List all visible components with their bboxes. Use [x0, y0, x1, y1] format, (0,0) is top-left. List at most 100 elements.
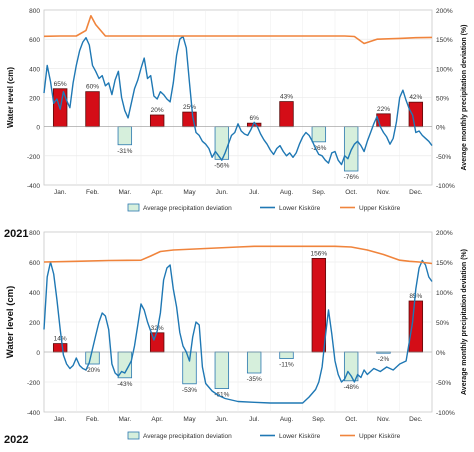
legend-swatch-precipitation: [127, 431, 140, 440]
x-tick-label: Sep.: [312, 416, 326, 423]
bar-data-label: 14%: [54, 336, 67, 343]
bar-data-label: -61%: [214, 392, 229, 399]
y-tick-right-label: -50%: [436, 154, 451, 161]
chart-panel-2022: 800 600 400 200 0 -200 -400 200% 150% 100% 50% 0% -5…: [5, 230, 468, 440]
bar-data-label: -56%: [214, 162, 229, 169]
y-axis-left-title: Water level (cm): [5, 286, 16, 359]
legend: Average precipitation deviation Lower Kis…: [127, 431, 401, 440]
x-tick-label: Oct.: [345, 189, 357, 196]
x-tick-label: Mar.: [119, 189, 132, 196]
x-tick-label: Apr.: [151, 189, 163, 196]
y-tick-left-label: 0: [36, 350, 40, 357]
x-tick-label: Aug.: [280, 189, 294, 196]
bar-sep: [311, 126, 327, 143]
y-tick-right-label: 200%: [436, 8, 453, 15]
y-tick-left-label: 400: [29, 66, 40, 73]
y-tick-right-label: 150%: [436, 260, 453, 267]
y-tick-left-label: -400: [27, 183, 40, 190]
x-tick-label: Aug.: [280, 416, 294, 423]
bar-data-label: -48%: [344, 384, 359, 391]
series-upper-kiskore-line: [43, 15, 433, 45]
bar-data-label: 20%: [151, 107, 164, 114]
legend-label: Lower Kisköre: [279, 433, 321, 440]
x-tick-label: Feb.: [86, 416, 99, 423]
bar-data-label: -11%: [279, 362, 294, 369]
bar-data-label: 42%: [409, 94, 422, 101]
y-axis-right-title: Average monthly precipitation deviation …: [461, 25, 468, 171]
y-tick-left-label: 0: [36, 125, 40, 132]
year-label-2022: 2022: [4, 434, 29, 446]
chart-panel-2021: 800 600 400 200 0 -200 -400 200% 150% 100% 50% 0% -5…: [6, 8, 468, 212]
y-tick-right-label: 0%: [436, 125, 446, 132]
y-tick-right-label: -50%: [436, 380, 451, 387]
x-tick-label: Feb.: [86, 189, 99, 196]
y-tick-left-label: 400: [29, 290, 40, 297]
y-tick-right-label: 150%: [436, 37, 453, 44]
y-tick-right-label: 100%: [436, 66, 453, 73]
bar-data-label: 65%: [54, 81, 67, 88]
y-tick-right-label: 100%: [436, 290, 453, 297]
series-lower-kiskore-line: [43, 259, 433, 404]
series-upper-kiskore-line: [43, 245, 433, 265]
x-tick-label: May: [183, 416, 196, 423]
legend-label: Upper Kisköre: [359, 433, 401, 440]
y-tick-left-label: -200: [27, 154, 40, 161]
y-tick-right-label: 0%: [436, 350, 446, 357]
bar-data-label: -76%: [344, 174, 359, 181]
bar-data-label: 60%: [86, 84, 99, 91]
bar-feb: [85, 91, 100, 128]
bar-jan: [52, 343, 68, 353]
x-tick-label: Oct.: [345, 416, 357, 423]
x-tick-label: Jan.: [54, 189, 66, 196]
x-tick-label: May: [183, 189, 196, 196]
y-tick-right-label: 200%: [436, 230, 453, 237]
x-tick-label: Jul.: [249, 189, 259, 196]
bar-data-label: -20%: [85, 367, 100, 374]
bar-data-label: -43%: [117, 381, 132, 388]
bar-data-label: 25%: [183, 104, 196, 111]
bar-mar: [117, 126, 133, 146]
legend-label: Average precipitation deviation: [143, 433, 232, 440]
x-tick-label: Jun.: [216, 416, 228, 423]
bar-sep: [311, 257, 327, 353]
y-tick-left-label: -200: [27, 380, 40, 387]
bar-feb: [85, 351, 100, 365]
legend-label: Upper Kisköre: [359, 205, 401, 212]
bar-jun: [214, 351, 230, 389]
y-tick-right-label: -100%: [436, 183, 455, 190]
x-tick-label: Sep.: [312, 189, 326, 196]
x-tick-label: Jan.: [54, 416, 66, 423]
y-axis-left-title: Water level (cm): [6, 67, 15, 128]
bar-data-label: 6%: [249, 115, 259, 122]
y-axis-right-title: Average monthly precipitation deviation …: [461, 249, 468, 395]
x-tick-label: Nov.: [377, 416, 390, 423]
bar-data-label: 85%: [409, 293, 422, 300]
y-tick-left-label: 800: [29, 8, 40, 15]
bar-data-label: 22%: [377, 106, 390, 113]
bar-data-label: 43%: [280, 94, 293, 101]
x-tick-label: Apr.: [151, 416, 163, 423]
x-tick-label: Jun.: [216, 189, 228, 196]
y-tick-left-label: 200: [29, 96, 40, 103]
y-tick-right-label: 50%: [436, 320, 449, 327]
y-tick-right-label: 50%: [436, 96, 449, 103]
x-tick-label: Dec.: [409, 416, 423, 423]
y-tick-left-label: 200: [29, 320, 40, 327]
legend: Average precipitation deviation Lower Kis…: [127, 203, 401, 212]
bar-jul: [246, 351, 262, 374]
year-label-2021: 2021: [4, 228, 29, 240]
y-tick-left-label: 600: [29, 260, 40, 267]
legend-label: Average precipitation deviation: [143, 205, 232, 212]
bar-aug: [279, 351, 294, 359]
x-tick-label: Jul.: [249, 416, 259, 423]
legend-swatch-precipitation: [127, 203, 140, 212]
bar-apr: [149, 114, 165, 128]
bar-data-label: -26%: [311, 145, 326, 152]
x-tick-label: Nov.: [377, 189, 390, 196]
y-tick-right-label: -100%: [436, 410, 455, 417]
series-lower-kiskore-line: [43, 35, 433, 166]
bar-dec: [408, 300, 424, 353]
bar-data-label: -35%: [247, 376, 262, 383]
bar-aug: [279, 101, 294, 128]
